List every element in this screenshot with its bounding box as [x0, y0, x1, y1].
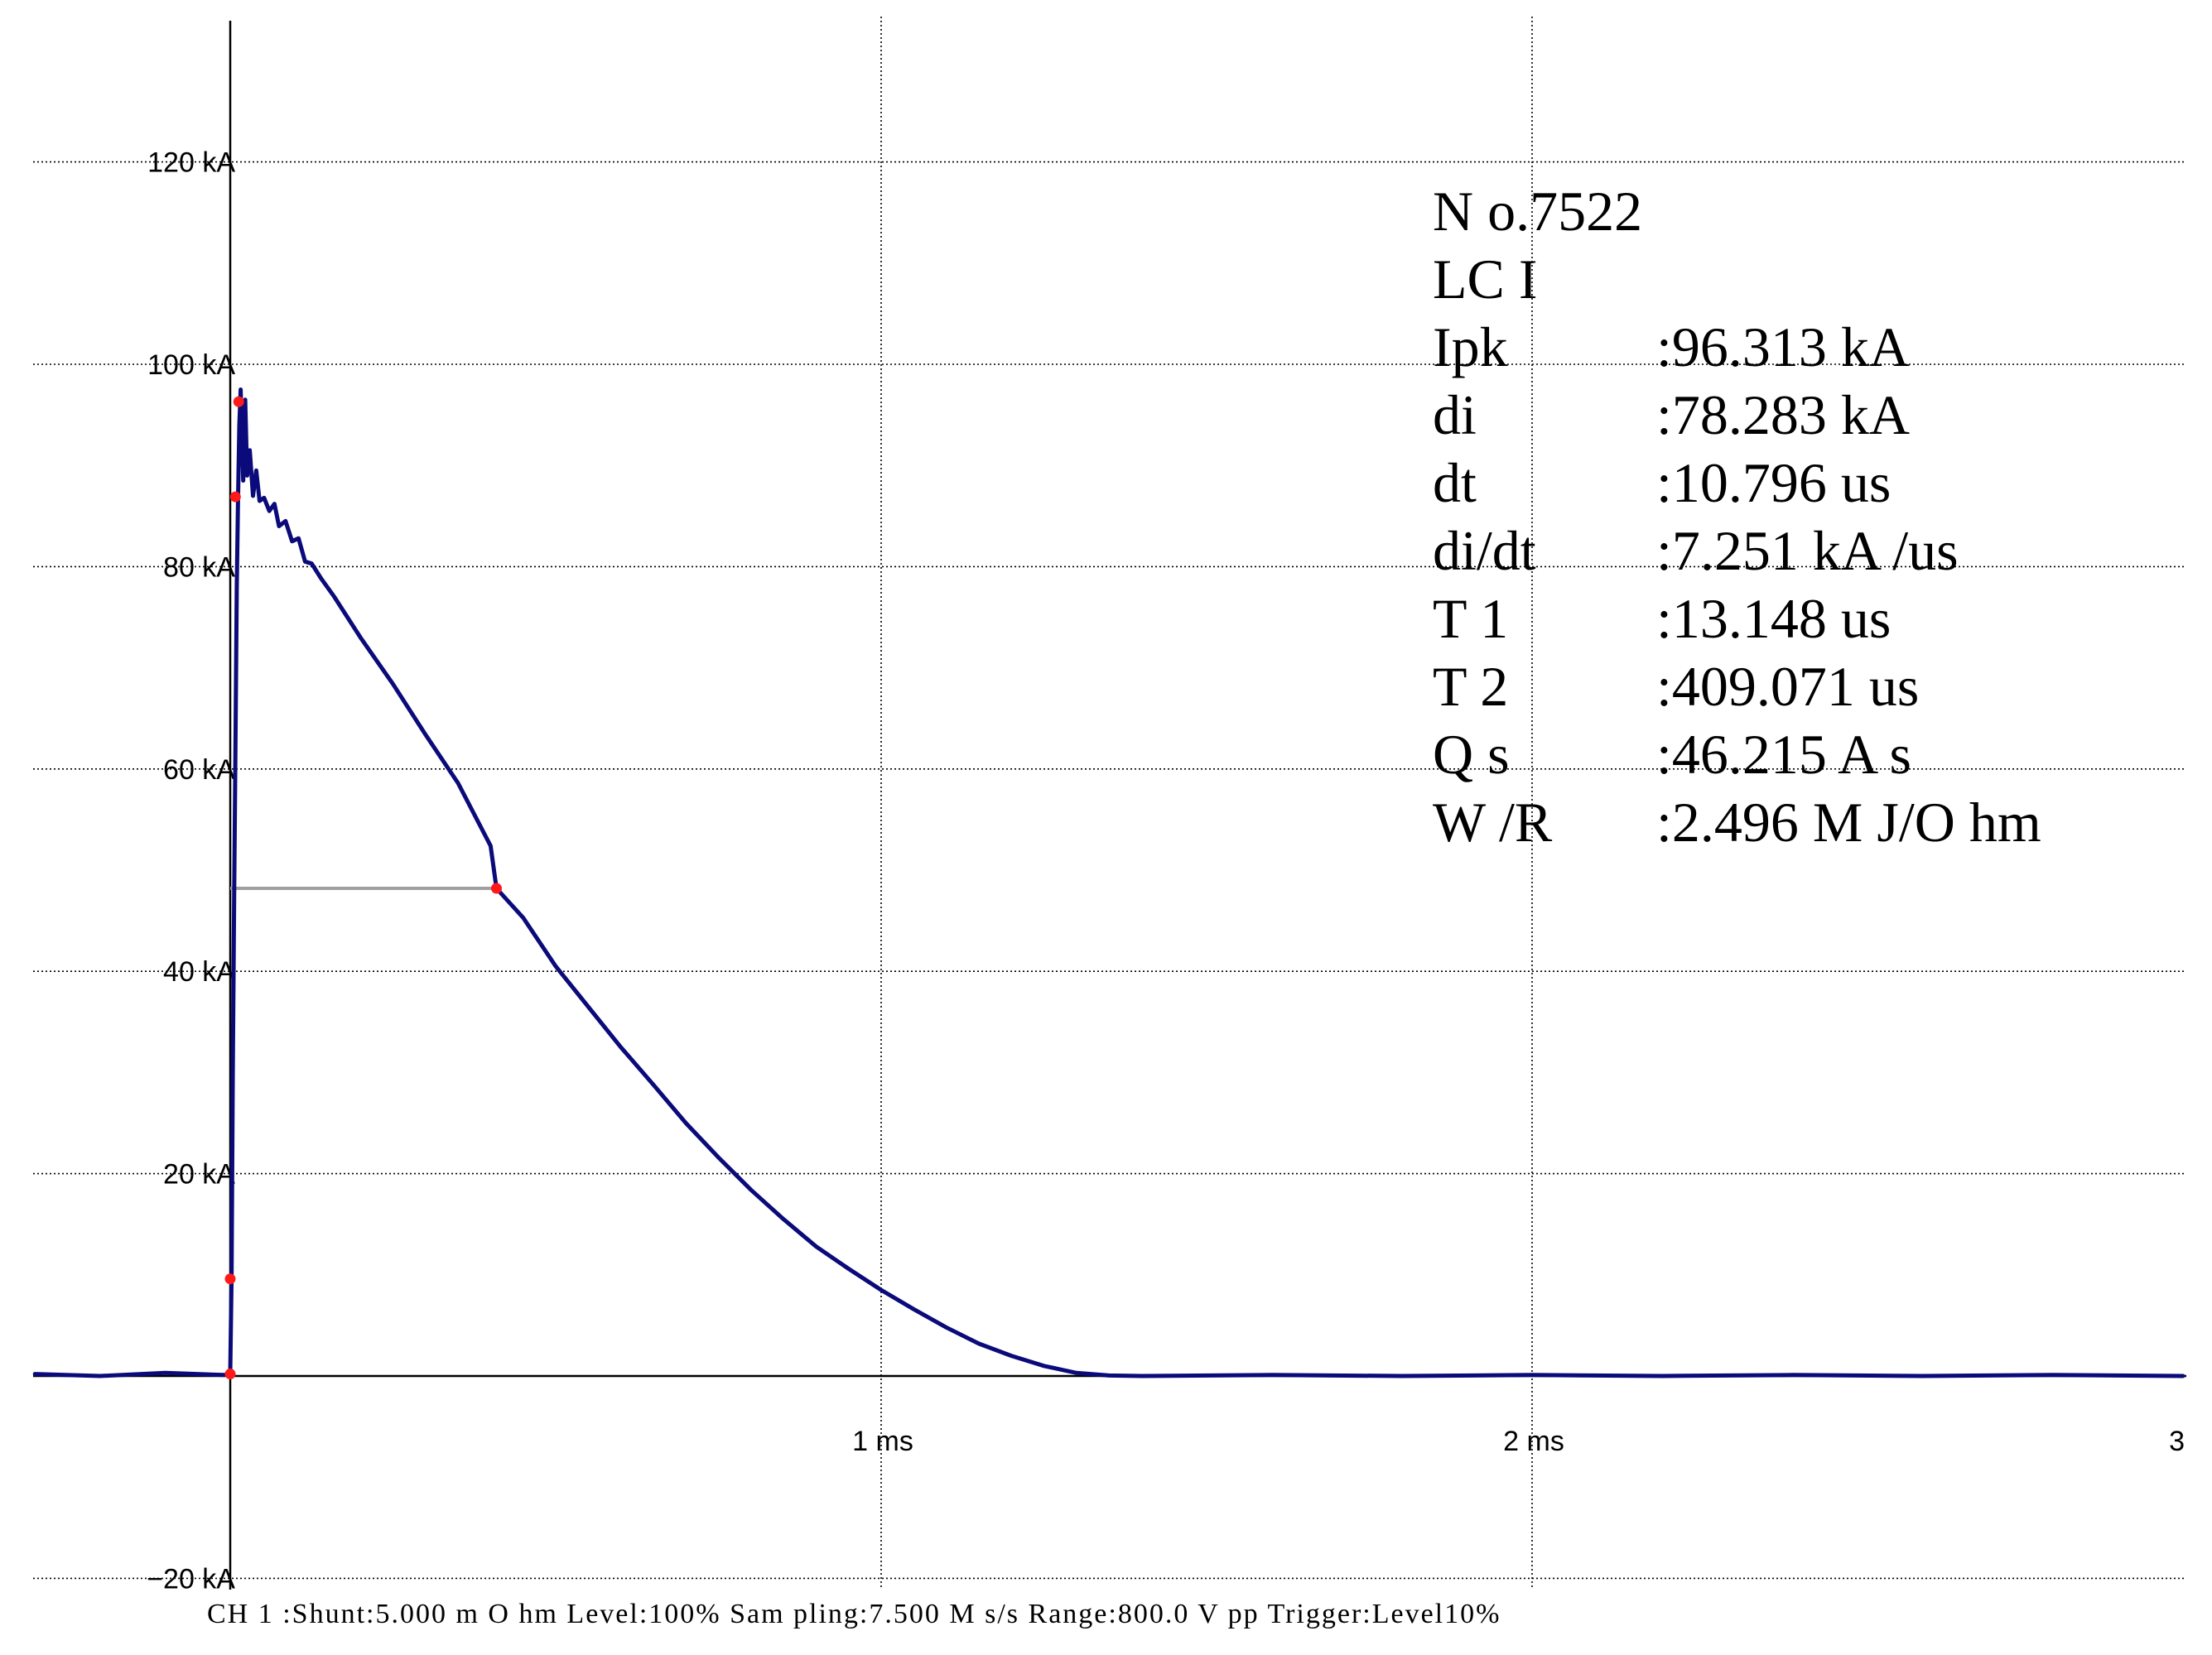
- y-tick-label: 40 kA: [163, 956, 235, 988]
- x-tick-label: 3: [2169, 1426, 2185, 1457]
- measurement-point: [229, 491, 241, 503]
- test-mode: LC I: [1433, 248, 1538, 310]
- measurement-markers: [224, 396, 502, 1380]
- value-wr: :2.496 M J/O hm: [1656, 791, 2041, 854]
- measurement-point: [224, 1369, 236, 1380]
- value-ipk: :96.313 kA: [1656, 315, 1910, 378]
- value-t1: :13.148 us: [1656, 587, 1891, 650]
- measurement-point: [233, 396, 244, 407]
- measurement-point: [490, 883, 502, 894]
- current-waveform: [32, 387, 2185, 1378]
- y-tick-label: 100 kA: [147, 349, 235, 381]
- value-dt: :10.796 us: [1656, 451, 1891, 514]
- x-tick-label: 1 ms: [852, 1426, 913, 1457]
- label-wr: W /R: [1433, 791, 1553, 854]
- measurement-panel: N o.7522 LC I Ipk :96.313 kA di :78.283 …: [1433, 180, 2041, 854]
- y-tick-label: −20 kA: [147, 1563, 235, 1595]
- y-tick-label: 60 kA: [163, 754, 235, 786]
- x-tick-label: 2 ms: [1503, 1426, 1564, 1457]
- label-t2: T 2: [1433, 655, 1508, 718]
- shot-number: N o.7522: [1433, 180, 1642, 243]
- label-ipk: Ipk: [1433, 315, 1508, 378]
- acquisition-settings: CH 1 :Shunt:5.000 m O hm Level:100% Sam …: [207, 1599, 1501, 1629]
- label-didt: di/dt: [1433, 519, 1536, 582]
- waveform-series: [32, 387, 2185, 1378]
- label-dt: dt: [1433, 451, 1477, 514]
- y-tick-label: 20 kA: [163, 1159, 235, 1191]
- label-di: di: [1433, 383, 1477, 446]
- value-di: :78.283 kA: [1656, 383, 1910, 446]
- value-didt: :7.251 kA /us: [1656, 519, 1959, 582]
- value-t2: :409.071 us: [1656, 655, 1919, 718]
- x-tick-labels: 1 ms 2 ms 3: [852, 1426, 2185, 1457]
- y-tick-labels: 120 kA 100 kA 80 kA 60 kA 40 kA 20 kA −20 kA: [147, 147, 235, 1595]
- grid-lines: [33, 17, 2186, 1590]
- value-qs: :46.215 A s: [1656, 723, 1911, 786]
- label-qs: Q s: [1433, 723, 1510, 786]
- y-tick-label: 80 kA: [163, 551, 235, 583]
- y-tick-label: 120 kA: [147, 147, 235, 179]
- measurement-point: [224, 1273, 236, 1285]
- label-t1: T 1: [1433, 587, 1508, 650]
